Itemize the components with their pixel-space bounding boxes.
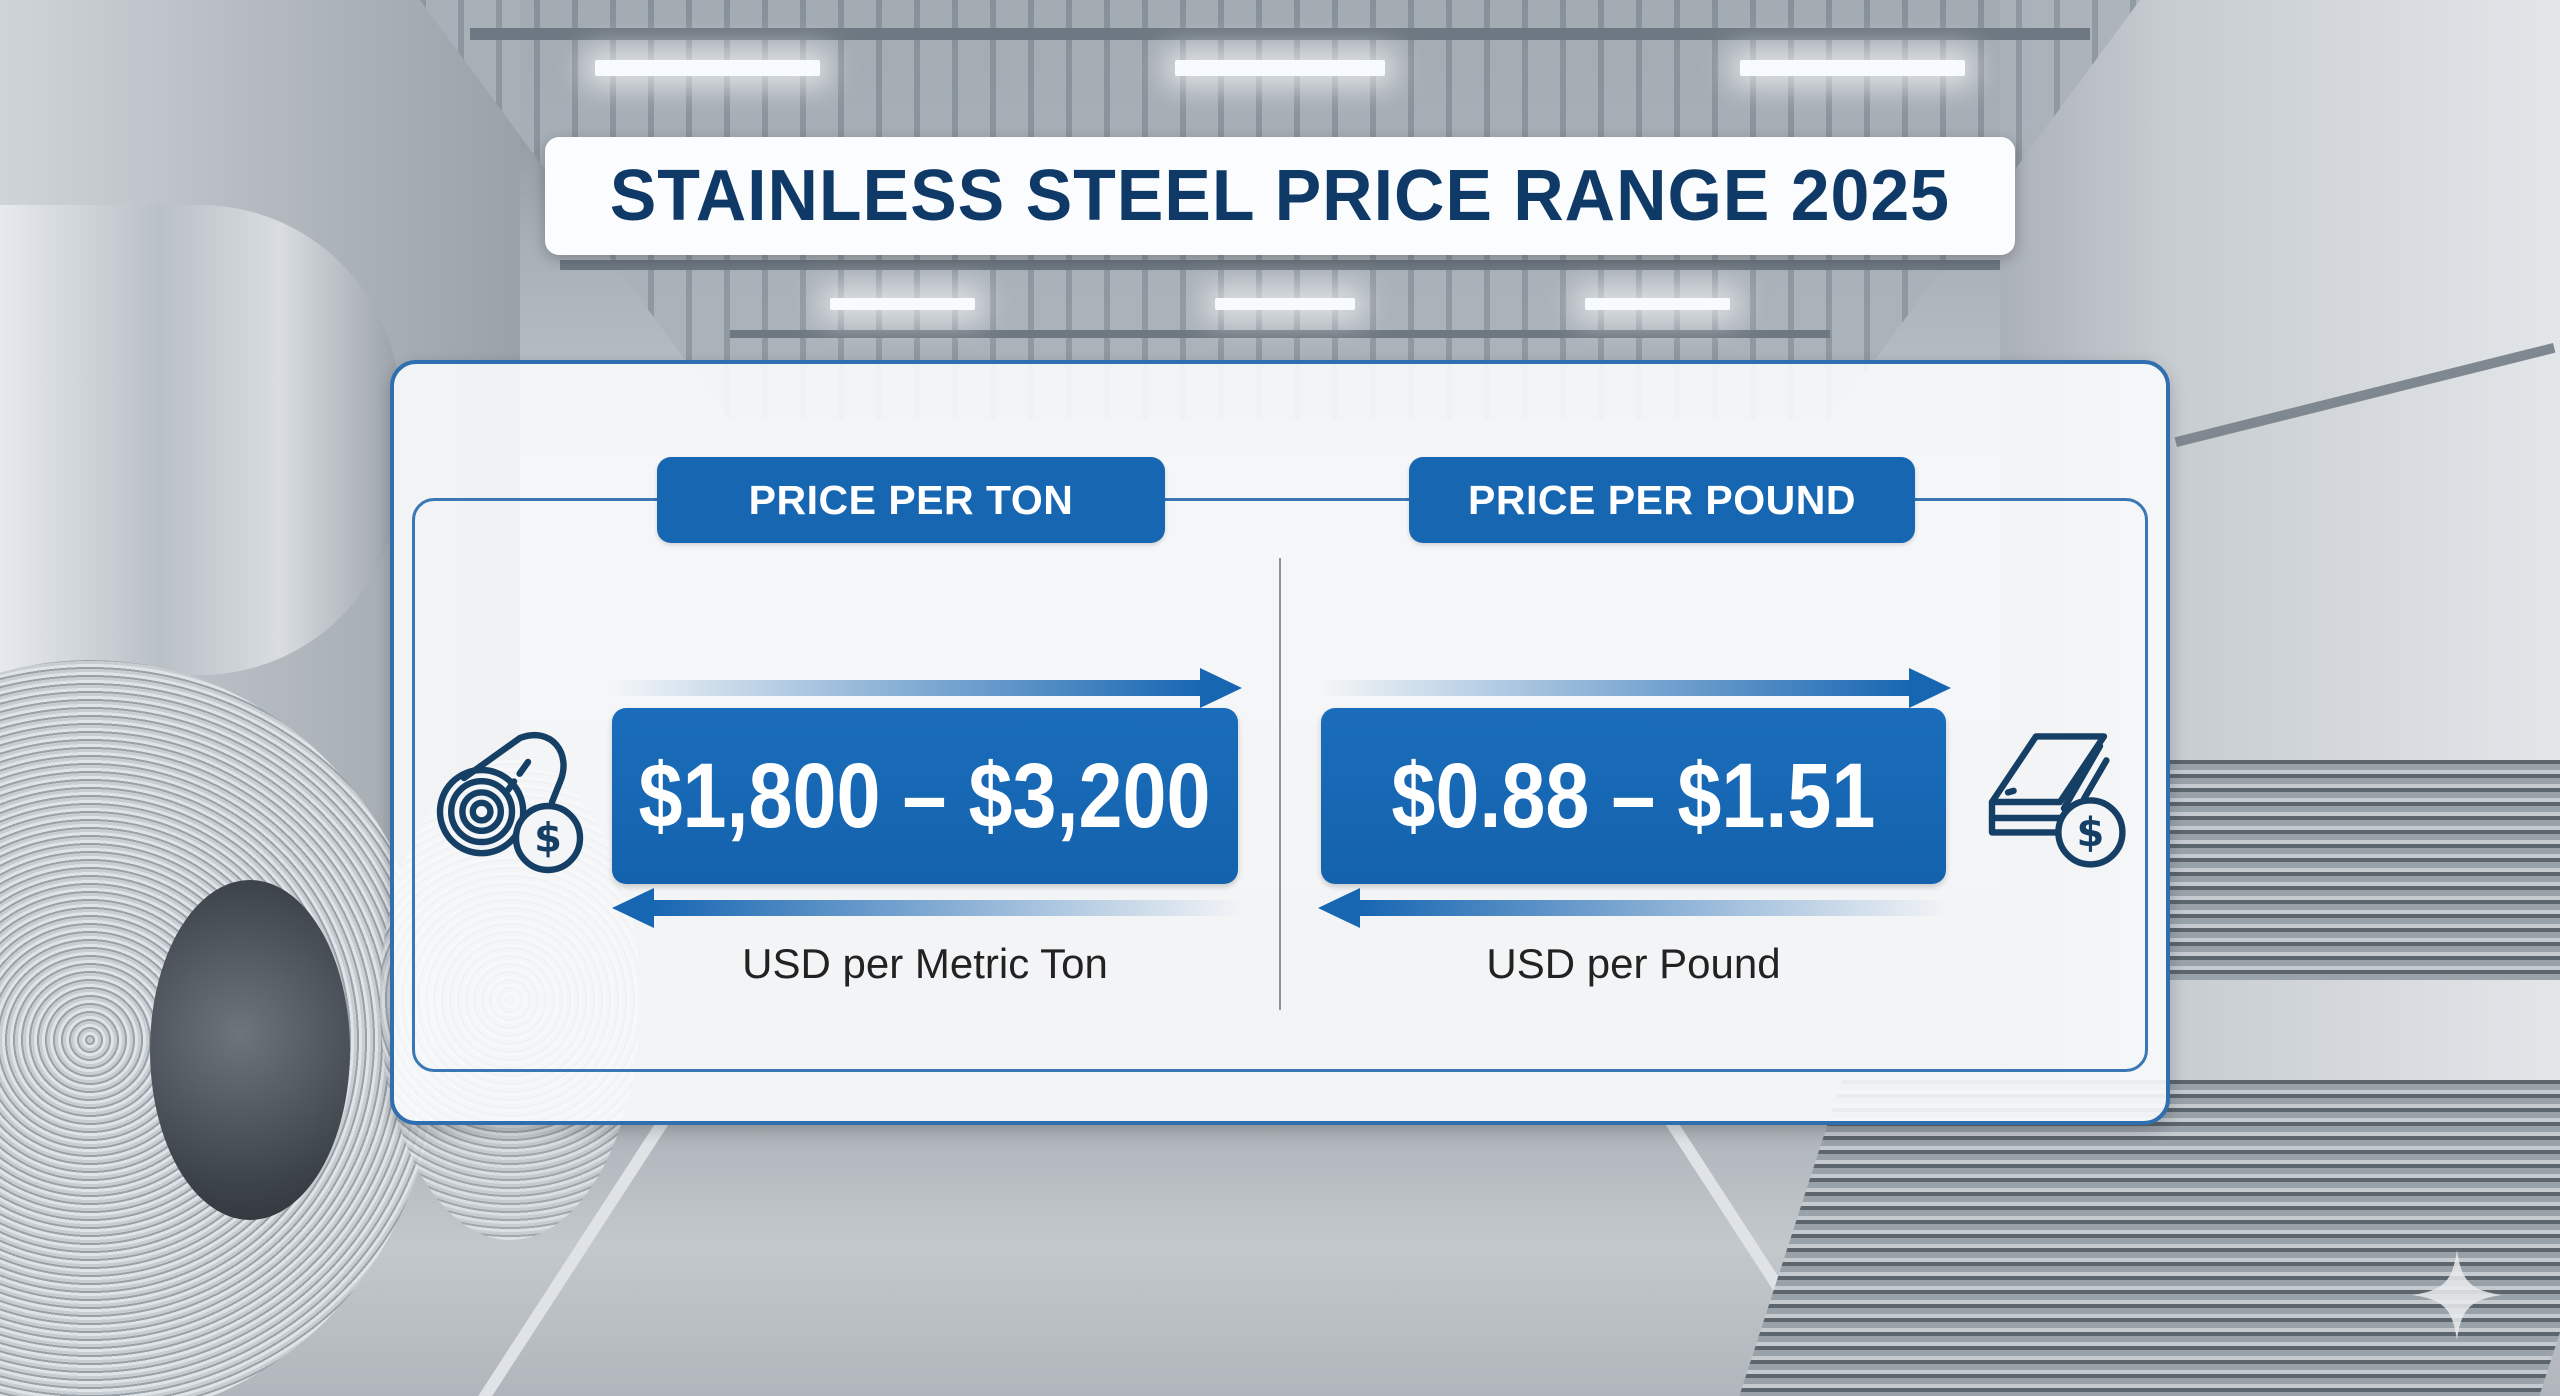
- header-label: PRICE PER TON: [748, 476, 1074, 523]
- unit-label: USD per Pound: [1486, 940, 1781, 987]
- coil-core: [150, 880, 350, 1220]
- unit-label: USD per Metric Ton: [742, 940, 1108, 987]
- sparkle-icon: [2412, 1250, 2502, 1340]
- steel-sheet-dollar-icon: $: [1988, 733, 2126, 868]
- header-price-per-pound: PRICE PER POUND: [1409, 457, 1915, 543]
- price-inner-frame: [412, 498, 2148, 1072]
- ceiling-light: [1215, 298, 1355, 310]
- price-value: $0.88 – $1.51: [1391, 744, 1876, 847]
- header-price-per-ton: PRICE PER TON: [657, 457, 1165, 543]
- svg-text:$: $: [2076, 810, 2104, 856]
- ceiling-light: [1175, 60, 1385, 76]
- ceiling-light: [595, 60, 820, 76]
- arrow-right-icon: [1321, 668, 1951, 708]
- ceiling-beam: [560, 260, 2000, 270]
- arrow-right-icon: [612, 668, 1242, 708]
- arrow-left-icon: [1318, 888, 1948, 928]
- price-value: $1,800 – $3,200: [639, 744, 1211, 847]
- ceiling-beam: [470, 28, 2090, 40]
- ceiling-beam: [730, 330, 1830, 338]
- steel-coil: [0, 205, 400, 675]
- steel-coil-dollar-icon: $: [436, 732, 584, 874]
- ceiling-light: [830, 298, 975, 310]
- ceiling-light: [1740, 60, 1965, 76]
- price-range-per-ton: $1,800 – $3,200: [612, 708, 1238, 884]
- steel-sheet-stack: [2170, 760, 2560, 980]
- header-label: PRICE PER POUND: [1468, 476, 1856, 523]
- section-divider: [1279, 558, 1281, 1010]
- price-range-per-pound: $0.88 – $1.51: [1321, 708, 1946, 884]
- steel-sheet-stack: [1738, 1080, 2560, 1396]
- title-banner: STAINLESS STEEL PRICE RANGE 2025: [545, 137, 2015, 255]
- arrow-left-icon: [612, 888, 1242, 928]
- ceiling-light: [1585, 298, 1730, 310]
- page-title: STAINLESS STEEL PRICE RANGE 2025: [609, 156, 1951, 236]
- svg-text:$: $: [534, 816, 562, 862]
